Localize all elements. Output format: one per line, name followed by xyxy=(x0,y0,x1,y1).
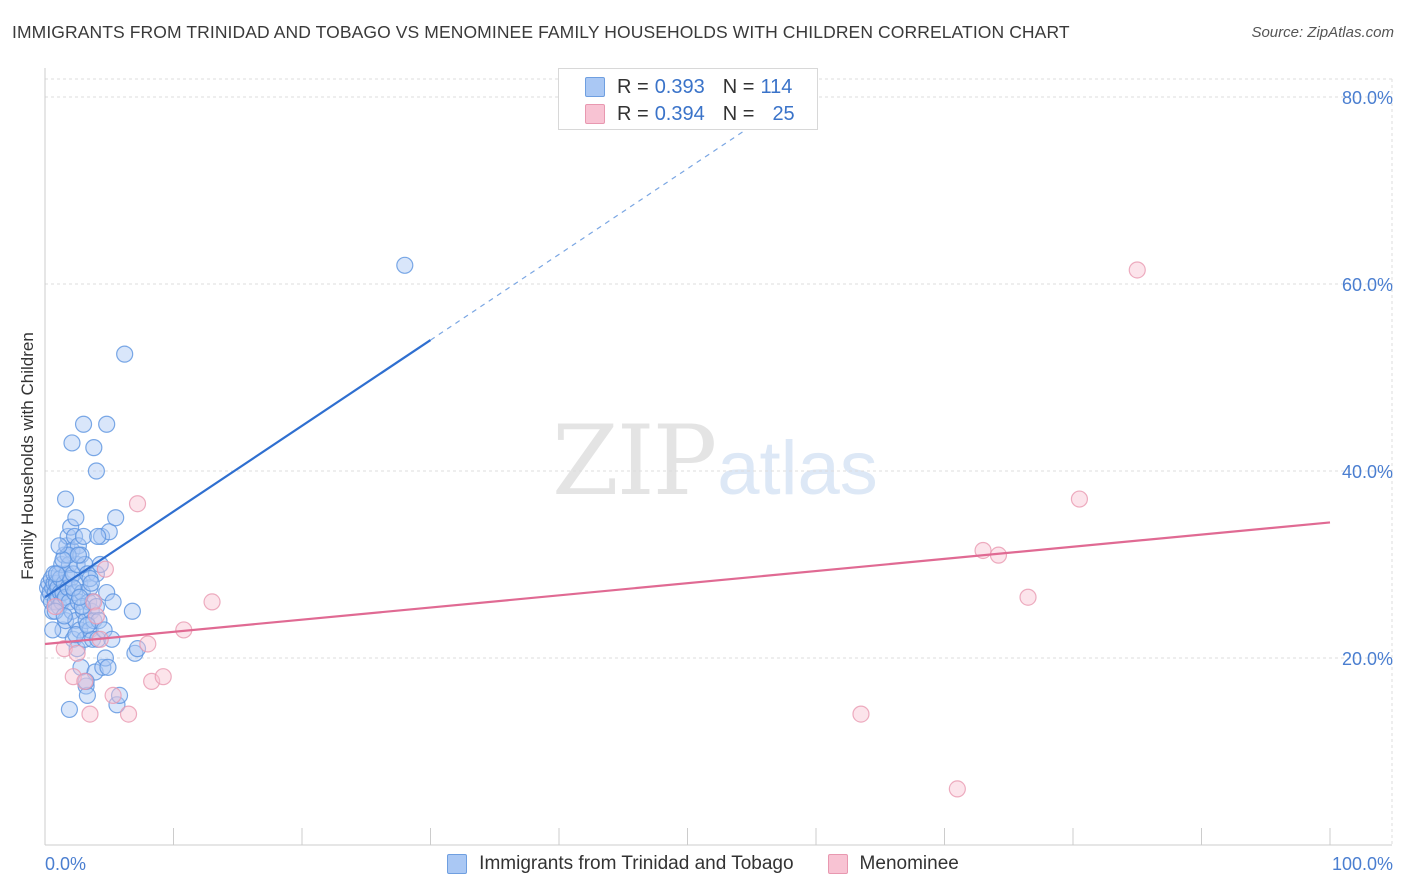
point-menominee xyxy=(85,593,103,611)
series-label-menominee: Menominee xyxy=(859,853,959,874)
point-menominee xyxy=(128,495,147,513)
tick-labels: 20.0% 40.0% 60.0% 80.0% 0.0% 100.0% xyxy=(45,88,1393,874)
legend-n-label: N = xyxy=(722,102,755,125)
watermark: ZIPatlas xyxy=(552,405,878,517)
series-swatch-menominee xyxy=(827,854,848,874)
legend-r-value: 0.393 xyxy=(654,75,705,98)
point-trinidad xyxy=(55,607,73,625)
legend-n-value: 114 xyxy=(760,75,793,98)
point-trinidad xyxy=(98,415,116,433)
point-menominee xyxy=(68,644,86,662)
point-trinidad xyxy=(87,462,106,480)
watermark-atlas: atlas xyxy=(717,426,878,511)
point-trinidad xyxy=(87,597,106,616)
source-credit: Source: ZipAtlas.com xyxy=(1251,24,1394,41)
point-trinidad xyxy=(78,616,97,634)
point-trinidad xyxy=(47,565,66,583)
point-trinidad xyxy=(98,583,116,602)
point-trinidad xyxy=(64,579,82,597)
legend-r-label: R = xyxy=(617,102,649,125)
point-trinidad xyxy=(107,509,125,527)
point-menominee xyxy=(46,597,64,616)
axes xyxy=(44,68,1392,846)
chart-title: IMMIGRANTS FROM TRINIDAD AND TOBAGO VS M… xyxy=(12,22,1070,42)
series-swatch-trinidad xyxy=(447,854,468,874)
point-trinidad xyxy=(78,686,97,705)
point-menominee xyxy=(76,672,94,690)
point-trinidad xyxy=(89,527,107,546)
point-menominee xyxy=(154,668,172,686)
point-menominee xyxy=(139,635,157,653)
trend-line-trinidad-extension xyxy=(430,125,753,341)
point-trinidad xyxy=(74,527,93,546)
series-legend-item-menominee[interactable]: Menominee xyxy=(827,853,959,875)
trend-line-trinidad xyxy=(44,339,432,599)
point-menominee xyxy=(1019,588,1037,606)
point-trinidad xyxy=(116,345,134,363)
y-tick-label: 20.0% xyxy=(1342,649,1393,669)
point-menominee xyxy=(55,640,73,658)
point-trinidad xyxy=(99,658,117,676)
y-tick-label: 80.0% xyxy=(1342,88,1393,108)
point-menominee xyxy=(852,705,870,723)
point-trinidad xyxy=(82,574,100,592)
y-tick-label: 60.0% xyxy=(1342,275,1393,295)
point-trinidad xyxy=(56,490,75,508)
trend-line-menominee xyxy=(44,521,1331,646)
legend-swatch-trinidad xyxy=(585,77,605,97)
point-menominee xyxy=(96,560,114,578)
point-menominee xyxy=(87,607,106,625)
legend-row-menominee: R = 0.394 N = 25 xyxy=(585,101,795,127)
point-trinidad xyxy=(62,518,80,536)
point-menominee xyxy=(1128,261,1146,279)
point-trinidad xyxy=(65,527,84,546)
series-legend-item-trinidad[interactable]: Immigrants from Trinidad and Tobago xyxy=(447,853,794,875)
x-tick-label: 0.0% xyxy=(45,854,86,874)
point-trinidad xyxy=(85,439,103,457)
point-menominee xyxy=(1070,490,1089,508)
point-trinidad xyxy=(67,626,85,644)
watermark-zip: ZIP xyxy=(552,405,717,517)
point-menominee xyxy=(104,686,122,705)
point-trinidad xyxy=(54,551,72,569)
series-label-trinidad: Immigrants from Trinidad and Tobago xyxy=(479,853,794,874)
legend-r-label: R = xyxy=(617,75,649,98)
point-trinidad xyxy=(50,537,68,555)
legend-swatch-menominee xyxy=(585,104,605,124)
point-menominee xyxy=(948,780,966,798)
point-trinidad xyxy=(63,434,81,452)
x-tick-label: 100.0% xyxy=(1332,854,1393,874)
point-trinidad xyxy=(104,593,122,611)
point-trinidad xyxy=(110,686,129,705)
correlation-legend: R = 0.393 N = 114 R = 0.394 N = 25 xyxy=(558,68,818,130)
series-legend: Immigrants from Trinidad and Tobago Meno… xyxy=(0,850,1406,878)
trend-lines xyxy=(44,125,1331,646)
legend-n-value: 25 xyxy=(772,102,795,125)
point-trinidad xyxy=(396,256,414,274)
legend-n-label: N = xyxy=(722,75,755,98)
point-trinidad xyxy=(46,602,64,620)
legend-r-value: 0.394 xyxy=(654,102,705,125)
point-trinidad xyxy=(67,509,85,527)
point-menominee xyxy=(119,705,138,723)
data-points xyxy=(38,256,1146,798)
point-trinidad xyxy=(74,415,93,433)
y-tick-label: 40.0% xyxy=(1342,462,1393,482)
point-trinidad xyxy=(69,546,88,564)
point-trinidad xyxy=(60,700,79,719)
legend-row-trinidad: R = 0.393 N = 114 xyxy=(585,74,792,100)
point-trinidad xyxy=(123,602,141,620)
point-trinidad xyxy=(126,644,144,662)
point-trinidad xyxy=(128,640,147,658)
point-menominee xyxy=(203,593,221,611)
point-menominee xyxy=(81,705,99,723)
point-trinidad xyxy=(44,621,62,639)
